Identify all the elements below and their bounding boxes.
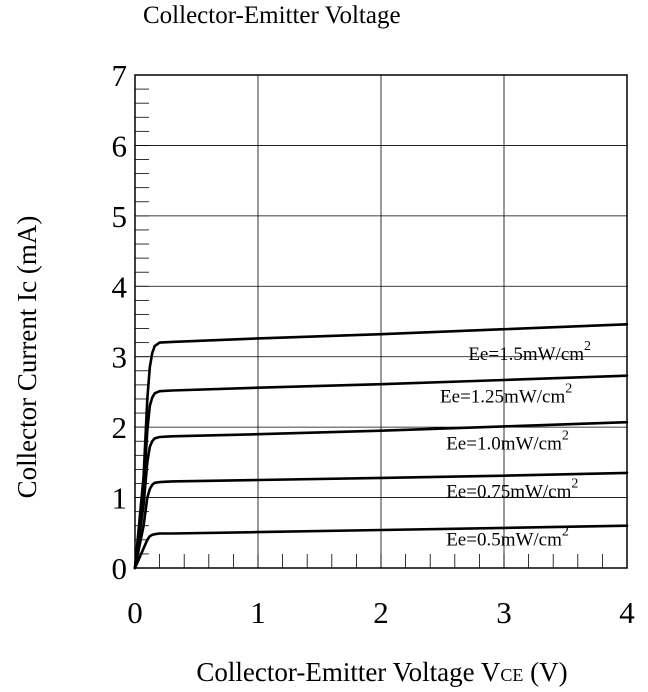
y-tick-label: 4 [112,269,128,304]
series-label: Ee=0.5mW/cm2 [446,524,569,550]
x-tick-label: 1 [250,595,266,630]
y-tick-label: 2 [112,410,128,445]
y-tick-labels: 0 1 2 3 4 5 6 7 [112,58,128,586]
x-axis-label-main: Collector-Emitter Voltage V [196,657,500,687]
y-tick-label: 1 [112,481,128,516]
series-line [133,322,629,570]
series-label-text: Ee=0.75mW/cm [446,482,571,503]
y-axis-label: Collector Current Ic (mA) [12,216,42,499]
series-label-superscript: 2 [565,381,572,396]
series-line [133,524,629,570]
series-label-text: Ee=1.5mW/cm [468,344,584,365]
y-tick-label: 7 [112,58,128,93]
grid [135,75,627,568]
series-label-text: Ee=1.25mW/cm [440,386,565,407]
series-line [133,374,629,570]
series-label: Ee=1.25mW/cm2 [440,381,572,407]
series-label-superscript: 2 [562,524,569,539]
series-line [133,420,629,570]
series-lines [133,322,629,570]
x-tick-label: 2 [373,595,389,630]
plot-frame [134,74,628,569]
series-labels: Ee=1.5mW/cm2Ee=1.25mW/cm2Ee=1.0mW/cm2Ee=… [440,339,591,550]
x-tick-labels: 0 1 2 3 4 [127,595,635,630]
series-label-text: Ee=1.0mW/cm [446,434,562,455]
x-tick-label: 3 [496,595,512,630]
x-axis-label-unit: (V) [523,657,567,687]
x-tick-label: 0 [127,595,143,630]
y-tick-label: 0 [112,551,128,586]
series-label: Ee=0.75mW/cm2 [446,477,578,503]
series-label-superscript: 2 [562,429,569,444]
x-axis-label: Collector-Emitter Voltage VCE (V) [196,657,567,687]
x-axis-label-subscript: CE [500,665,523,685]
series-line [133,471,629,570]
series-label-text: Ee=0.5mW/cm [446,529,562,550]
series-label-superscript: 2 [571,477,578,492]
chart-title: Collector-Emitter Voltage [143,2,401,29]
series-label: Ee=1.0mW/cm2 [446,429,569,455]
series-label: Ee=1.5mW/cm2 [468,339,591,365]
y-tick-label: 6 [112,128,128,163]
series-label-superscript: 2 [584,339,591,354]
y-tick-label: 3 [112,340,128,375]
x-tick-label: 4 [619,595,635,630]
y-tick-label: 5 [112,199,128,234]
